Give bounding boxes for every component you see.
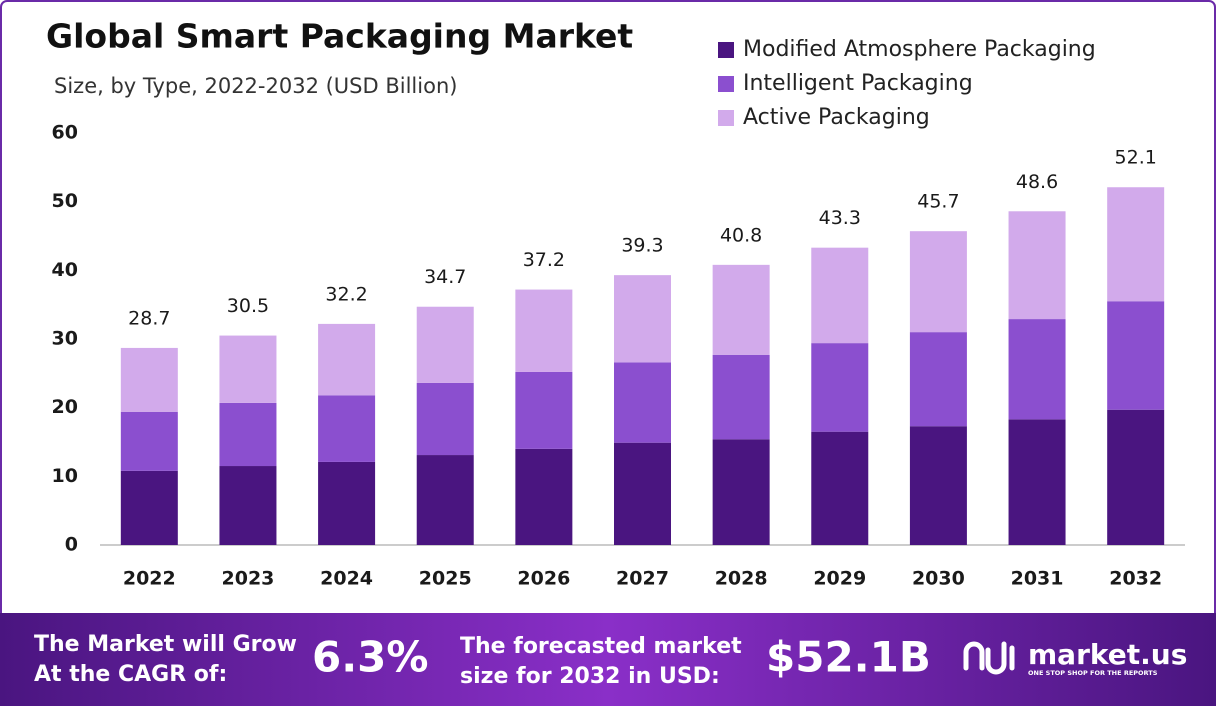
bar-segment	[416, 382, 474, 456]
y-tick-label: 10	[52, 465, 78, 487]
bar-segment	[1008, 211, 1066, 320]
x-tick-label: 2024	[320, 568, 373, 590]
x-tick-label: 2031	[1011, 568, 1064, 590]
x-tick-label: 2030	[912, 568, 965, 590]
brand-logo	[963, 641, 1015, 675]
y-tick-label: 30	[52, 328, 78, 350]
bar-segment	[712, 264, 770, 355]
forecast-value: $52.1B	[766, 633, 931, 682]
bar-segment	[318, 395, 376, 462]
total-label: 32.2	[325, 283, 367, 305]
legend-swatch	[718, 110, 734, 126]
total-label: 45.7	[917, 191, 959, 213]
x-tick-label: 2026	[517, 568, 570, 590]
x-tick-label: 2032	[1109, 568, 1162, 590]
bar-segment	[318, 461, 376, 545]
legend-swatch	[718, 76, 734, 92]
bar-segment	[614, 275, 671, 363]
y-tick-label: 60	[52, 122, 78, 144]
legend-label: Active Packaging	[743, 105, 930, 130]
bar-segment	[1008, 319, 1066, 420]
x-tick-label: 2028	[715, 568, 768, 590]
total-label: 34.7	[424, 266, 466, 288]
y-tick-label: 50	[52, 190, 78, 212]
bar-segment	[515, 289, 573, 372]
bar-segment	[909, 332, 967, 427]
bar-segment	[811, 431, 869, 545]
chart-title: Global Smart Packaging Market	[46, 17, 633, 56]
bar-segment	[811, 343, 869, 432]
cagr-value: 6.3%	[312, 633, 428, 682]
bar-segment	[120, 470, 178, 545]
bar-segment	[811, 247, 869, 344]
bar-segment	[712, 354, 770, 440]
y-tick-label: 20	[52, 396, 78, 418]
bar-segment	[1107, 187, 1165, 302]
brand-name: market.us	[1028, 638, 1187, 671]
total-label: 43.3	[819, 207, 861, 229]
bar-segment	[515, 448, 573, 545]
total-label: 37.2	[523, 249, 565, 271]
total-label: 48.6	[1016, 171, 1058, 193]
bar-segment	[120, 411, 178, 471]
y-tick-label: 40	[52, 259, 78, 281]
total-label: 52.1	[1115, 147, 1157, 169]
bar-segment	[909, 426, 967, 545]
bar-segment	[515, 371, 573, 449]
total-label: 40.8	[720, 224, 762, 246]
x-tick-label: 2025	[419, 568, 472, 590]
bar-segment	[1008, 419, 1066, 545]
bar-segment	[1107, 409, 1165, 545]
cagr-text: At the CAGR of:	[34, 662, 227, 687]
brand-tagline: ONE STOP SHOP FOR THE REPORTS	[1028, 669, 1158, 677]
bar-segment	[219, 466, 277, 545]
forecast-text: The forecasted market	[460, 634, 742, 659]
bar-segment	[614, 442, 671, 545]
cagr-text: The Market will Grow	[34, 632, 297, 657]
total-label: 30.5	[227, 295, 269, 317]
bar-segment	[219, 402, 277, 467]
bar-segment	[416, 306, 474, 383]
bar-segment	[318, 323, 376, 396]
bar-segment	[219, 335, 277, 403]
x-tick-label: 2029	[813, 568, 866, 590]
bar-segment	[614, 362, 671, 443]
x-tick-label: 2022	[123, 568, 176, 590]
x-tick-label: 2027	[616, 568, 669, 590]
total-label: 39.3	[621, 235, 663, 257]
bar-segment	[1107, 301, 1165, 410]
legend-swatch	[718, 42, 734, 58]
x-tick-label: 2023	[222, 568, 275, 590]
legend-label: Modified Atmosphere Packaging	[743, 37, 1096, 62]
y-tick-label: 0	[65, 534, 78, 556]
legend-label: Intelligent Packaging	[743, 71, 973, 96]
forecast-text: size for 2032 in USD:	[460, 664, 720, 689]
bar-segment	[416, 455, 474, 545]
bar-segment	[120, 347, 178, 412]
bar-segment	[712, 439, 770, 545]
total-label: 28.7	[128, 307, 170, 329]
bar-segment	[909, 231, 967, 333]
chart-subtitle: Size, by Type, 2022-2032 (USD Billion)	[54, 74, 457, 98]
